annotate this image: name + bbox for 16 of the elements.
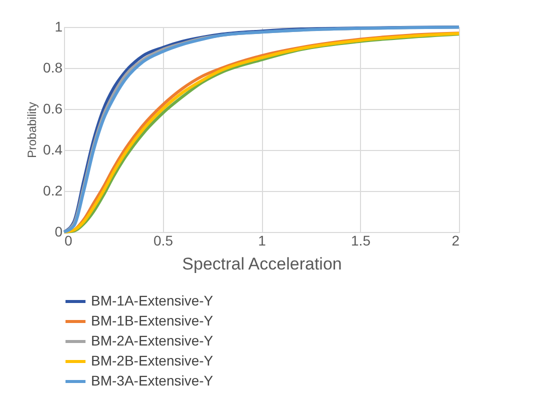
legend-label: BM-1B-Extensive-Y [91,312,214,328]
x-tick-label: 2 [452,232,460,248]
y-tick-label: 0.2 [43,182,63,198]
x-tick-label: 1 [258,232,266,248]
y-tick-label: 0.8 [43,60,63,76]
y-tick-label: 0.6 [43,100,63,116]
legend-label: BM-2A-Extensive-Y [91,332,214,348]
legend-label: BM-2B-Extensive-Y [91,352,214,368]
x-axis-title: Spectral Acceleration [182,254,342,274]
y-tick-label: 0.4 [43,142,63,158]
y-axis-title: Probability [25,102,40,158]
legend-label: BM-3A-Extensive-Y [91,372,214,388]
legend-label: BM-1A-Extensive-Y [91,292,214,308]
x-tick-label: 0.5 [154,232,174,248]
y-tick-label: 1 [54,18,63,34]
x-tick-label: 1.5 [351,232,371,248]
